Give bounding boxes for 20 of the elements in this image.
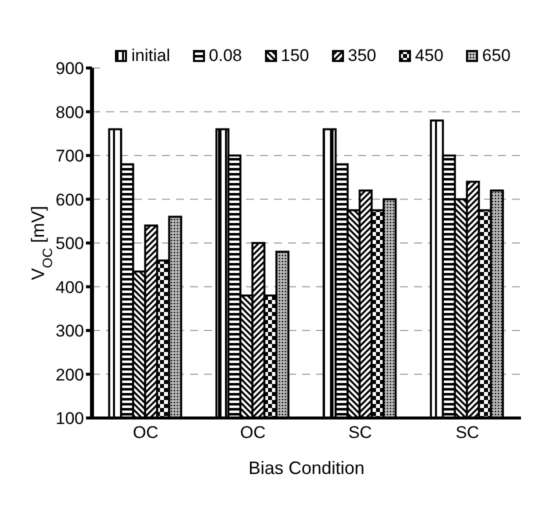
x-axis-title: Bias Condition (248, 458, 365, 478)
x-tick-label: OC (132, 423, 158, 442)
legend-label: 450 (414, 46, 444, 66)
x-tick-label: SC (456, 423, 480, 442)
legend-label: 350 (346, 46, 376, 66)
legend-label: 150 (280, 46, 310, 66)
y-tick-label: 500 (56, 234, 84, 254)
x-tick-label: SC (348, 423, 372, 442)
legend-label: 650 (481, 46, 511, 66)
y-tick-label: 100 (56, 409, 84, 428)
y-tick-label: 200 (56, 365, 84, 384)
legend-label: initial (130, 46, 170, 66)
y-tick-label: 900 (56, 59, 84, 78)
y-tick-label: 800 (56, 102, 84, 122)
y-tick-label: 600 (56, 190, 84, 210)
legend-label: 0.08 (208, 46, 242, 66)
y-tick-label: 400 (56, 278, 84, 297)
y-tick-label: 700 (56, 146, 84, 166)
x-tick-label: OC (240, 423, 266, 442)
y-tick-label: 300 (56, 322, 84, 341)
